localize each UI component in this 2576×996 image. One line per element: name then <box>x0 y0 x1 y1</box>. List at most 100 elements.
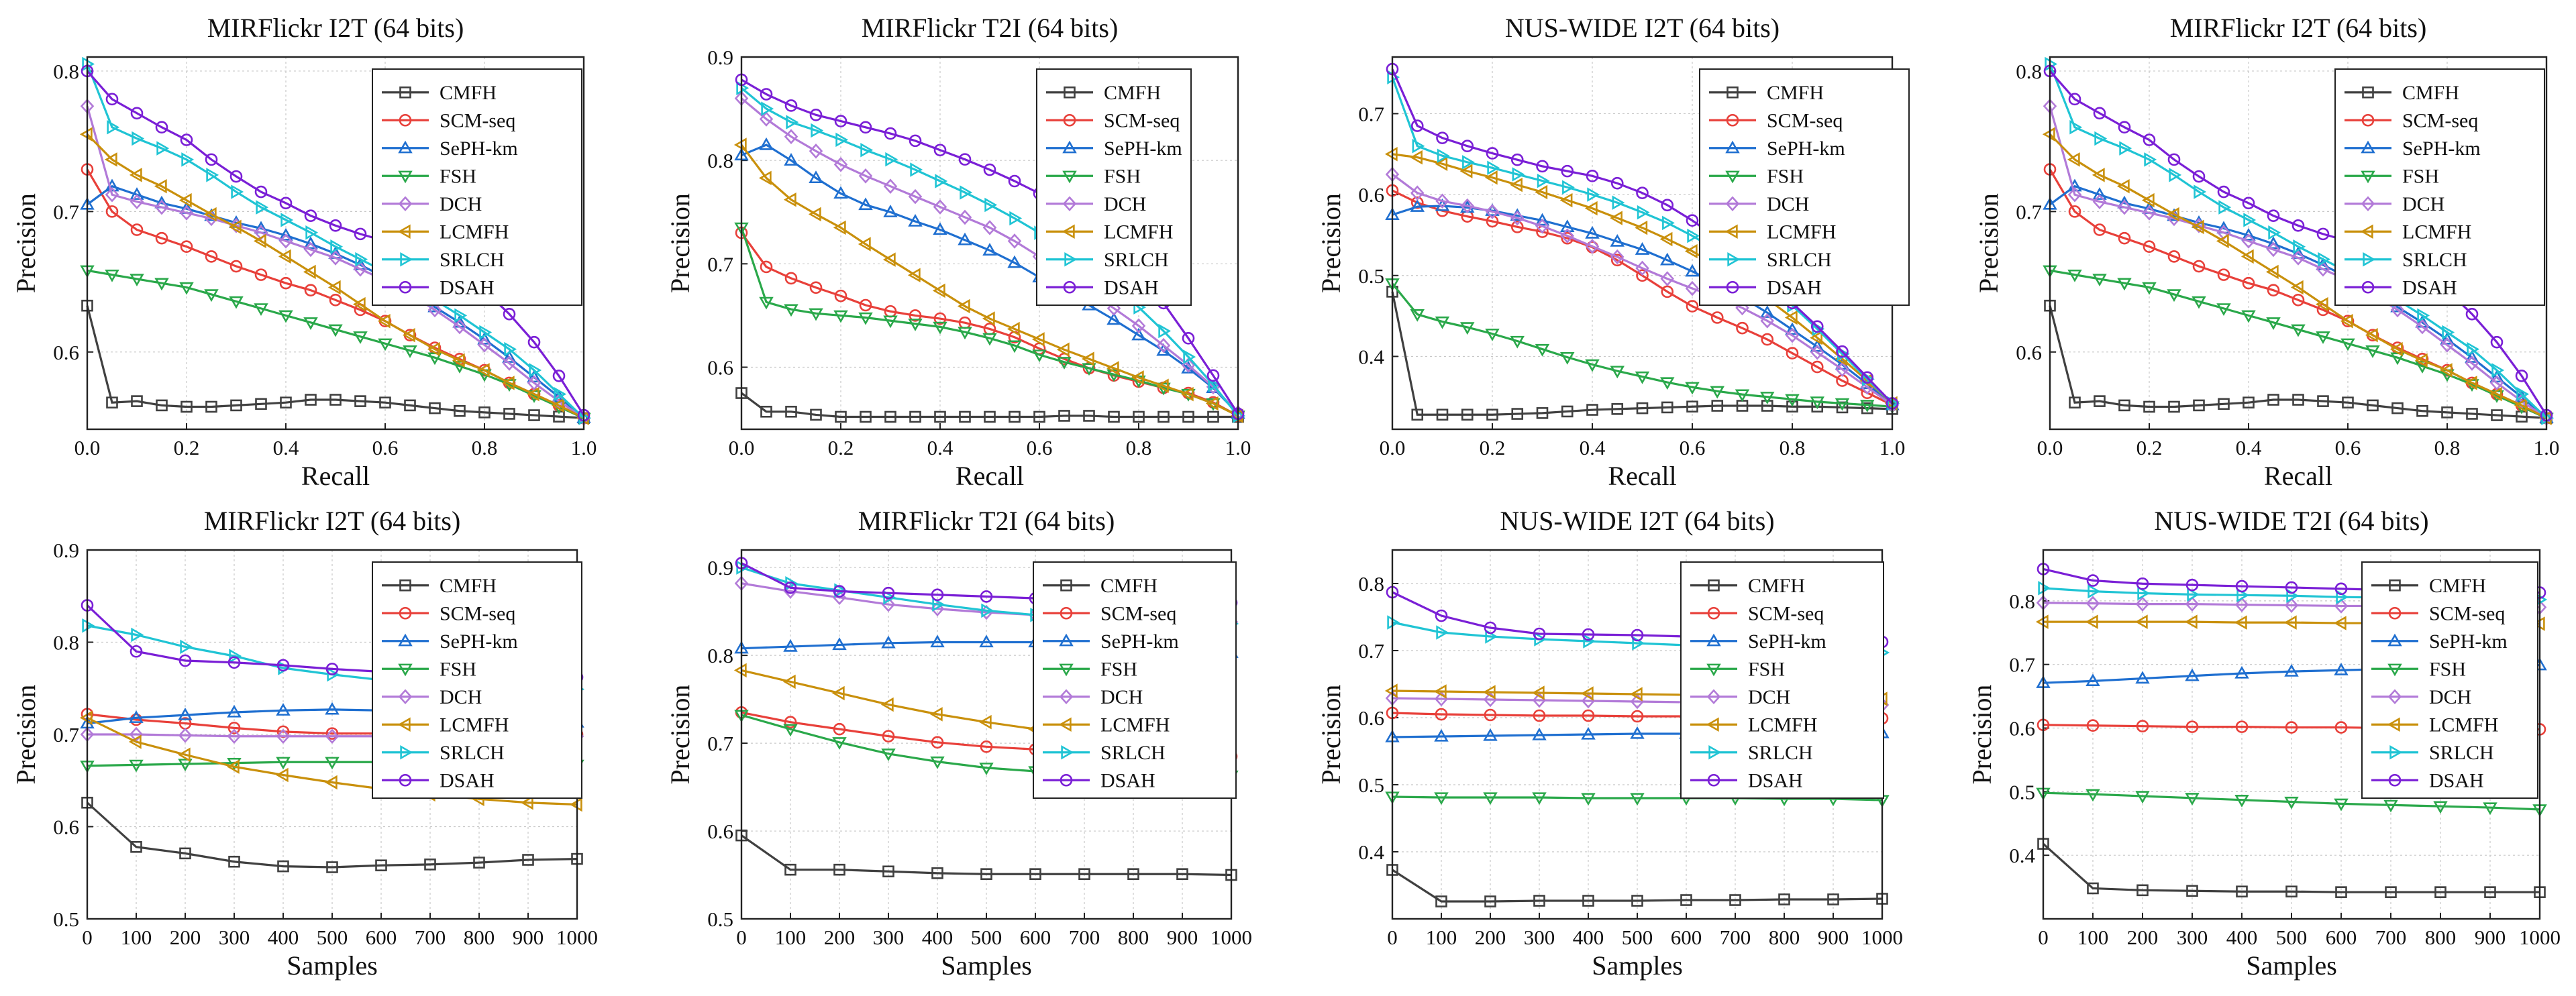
data-point <box>2441 406 2453 419</box>
x-tick-label: 1000 <box>1210 926 1252 949</box>
series-lcmfh <box>79 127 589 425</box>
legend-marker <box>2362 86 2374 99</box>
x-tick-label: 0.4 <box>1580 436 1606 459</box>
legend: CMFH SCM-seq SePH-km FSH DCH LCMFH SRLCH DSAH <box>1033 561 1237 799</box>
data-point <box>130 187 144 200</box>
data-point <box>254 268 268 281</box>
x-tick-label: 1.0 <box>1225 436 1251 459</box>
data-point <box>1786 347 1799 359</box>
data-point <box>2117 199 2132 215</box>
data-point <box>2142 205 2157 221</box>
series-line-dch <box>1392 173 1893 406</box>
x-tick-label: 0.2 <box>2136 436 2163 459</box>
data-point <box>228 855 240 868</box>
legend-label: DCH <box>1100 686 1143 708</box>
data-point <box>1158 323 1172 339</box>
legend-marker <box>399 280 412 294</box>
data-point <box>1660 377 1675 390</box>
series-line-dsah <box>86 70 585 416</box>
legend-box <box>1699 68 1910 306</box>
legend-label: SRLCH <box>2402 249 2467 271</box>
data-point <box>1534 632 1547 647</box>
data-point <box>2068 93 2081 106</box>
data-point <box>909 309 922 322</box>
legend-entry-scm-seq: SCM-seq <box>1043 602 1176 624</box>
data-point <box>1436 625 1449 640</box>
data-point <box>278 233 293 249</box>
data-point <box>1584 201 1598 216</box>
legend-label: CMFH <box>1767 82 1824 104</box>
data-point <box>2416 404 2428 417</box>
data-point <box>1532 727 1547 740</box>
legend-label: LCMFH <box>440 714 509 736</box>
data-point <box>2267 209 2280 222</box>
legend-entry-seph-km: SePH-km <box>382 137 518 160</box>
legend-marker <box>1725 170 1740 184</box>
data-point <box>2514 398 2527 413</box>
data-point <box>2267 284 2280 296</box>
data-point <box>2291 294 2305 307</box>
legend-label: SCM-seq <box>1767 109 1843 131</box>
data-point <box>254 225 268 241</box>
x-tick-label: 200 <box>170 926 201 949</box>
legend-label: SCM-seq <box>1100 602 1176 624</box>
data-point <box>783 192 796 207</box>
x-tick-label: 500 <box>1622 926 1653 949</box>
data-point <box>858 197 873 211</box>
legend-marker <box>1725 140 1740 154</box>
data-point <box>1133 410 1145 423</box>
legend-marker <box>1726 113 1739 127</box>
x-tick-label: 800 <box>2425 926 2457 949</box>
data-point <box>1662 215 1675 231</box>
legend-label: SRLCH <box>440 249 505 271</box>
data-point <box>2316 331 2330 344</box>
data-point <box>809 170 823 184</box>
legend-marker <box>1062 196 1077 212</box>
y-tick-label: 0.6 <box>53 816 79 839</box>
data-point <box>1176 868 1188 881</box>
series-line-srlch <box>2049 63 2548 419</box>
series-line-fsh <box>2043 791 2540 811</box>
data-point <box>831 685 845 701</box>
data-point <box>1435 193 1449 209</box>
x-axis-label: Samples <box>2246 950 2337 981</box>
data-point <box>303 317 318 330</box>
x-tick-label: 0.0 <box>74 436 101 459</box>
data-point <box>1510 335 1525 349</box>
data-point <box>929 707 943 722</box>
data-point <box>2389 341 2403 357</box>
data-point <box>2284 598 2299 613</box>
legend-label: FSH <box>1767 165 1804 187</box>
data-point <box>353 261 368 277</box>
y-axis-label: Precision <box>665 685 695 785</box>
data-point <box>1661 401 1673 414</box>
series-srlch <box>82 56 592 425</box>
plot-frame <box>86 56 585 431</box>
legend-label: LCMFH <box>1104 221 1173 243</box>
data-point <box>931 736 944 749</box>
data-point <box>983 163 996 176</box>
legend-marker <box>398 689 413 705</box>
y-tick-label: 0.5 <box>707 907 733 931</box>
legend-entry-lcmfh: LCMFH <box>1046 221 1173 243</box>
data-point <box>2241 310 2256 323</box>
data-point <box>1007 340 1022 353</box>
data-point <box>984 197 998 213</box>
data-point <box>1131 318 1146 334</box>
data-point <box>1635 242 1650 255</box>
data-point <box>1106 361 1119 376</box>
data-point <box>1580 686 1594 701</box>
data-point <box>132 131 145 146</box>
data-point <box>882 865 894 878</box>
data-point <box>1686 214 1699 227</box>
legend-marker <box>2389 579 2401 592</box>
data-point <box>2385 886 2397 898</box>
x-tick-label: 1.0 <box>1879 436 1906 459</box>
series-line-cmfh <box>2042 842 2540 893</box>
x-axis-label: Samples <box>941 950 1032 981</box>
data-point <box>2216 303 2231 317</box>
legend-entry-seph-km: SePH-km <box>1046 137 1182 160</box>
y-tick-label: 0.8 <box>707 644 733 667</box>
legend-label: LCMFH <box>1100 714 1170 736</box>
data-point <box>155 121 168 134</box>
